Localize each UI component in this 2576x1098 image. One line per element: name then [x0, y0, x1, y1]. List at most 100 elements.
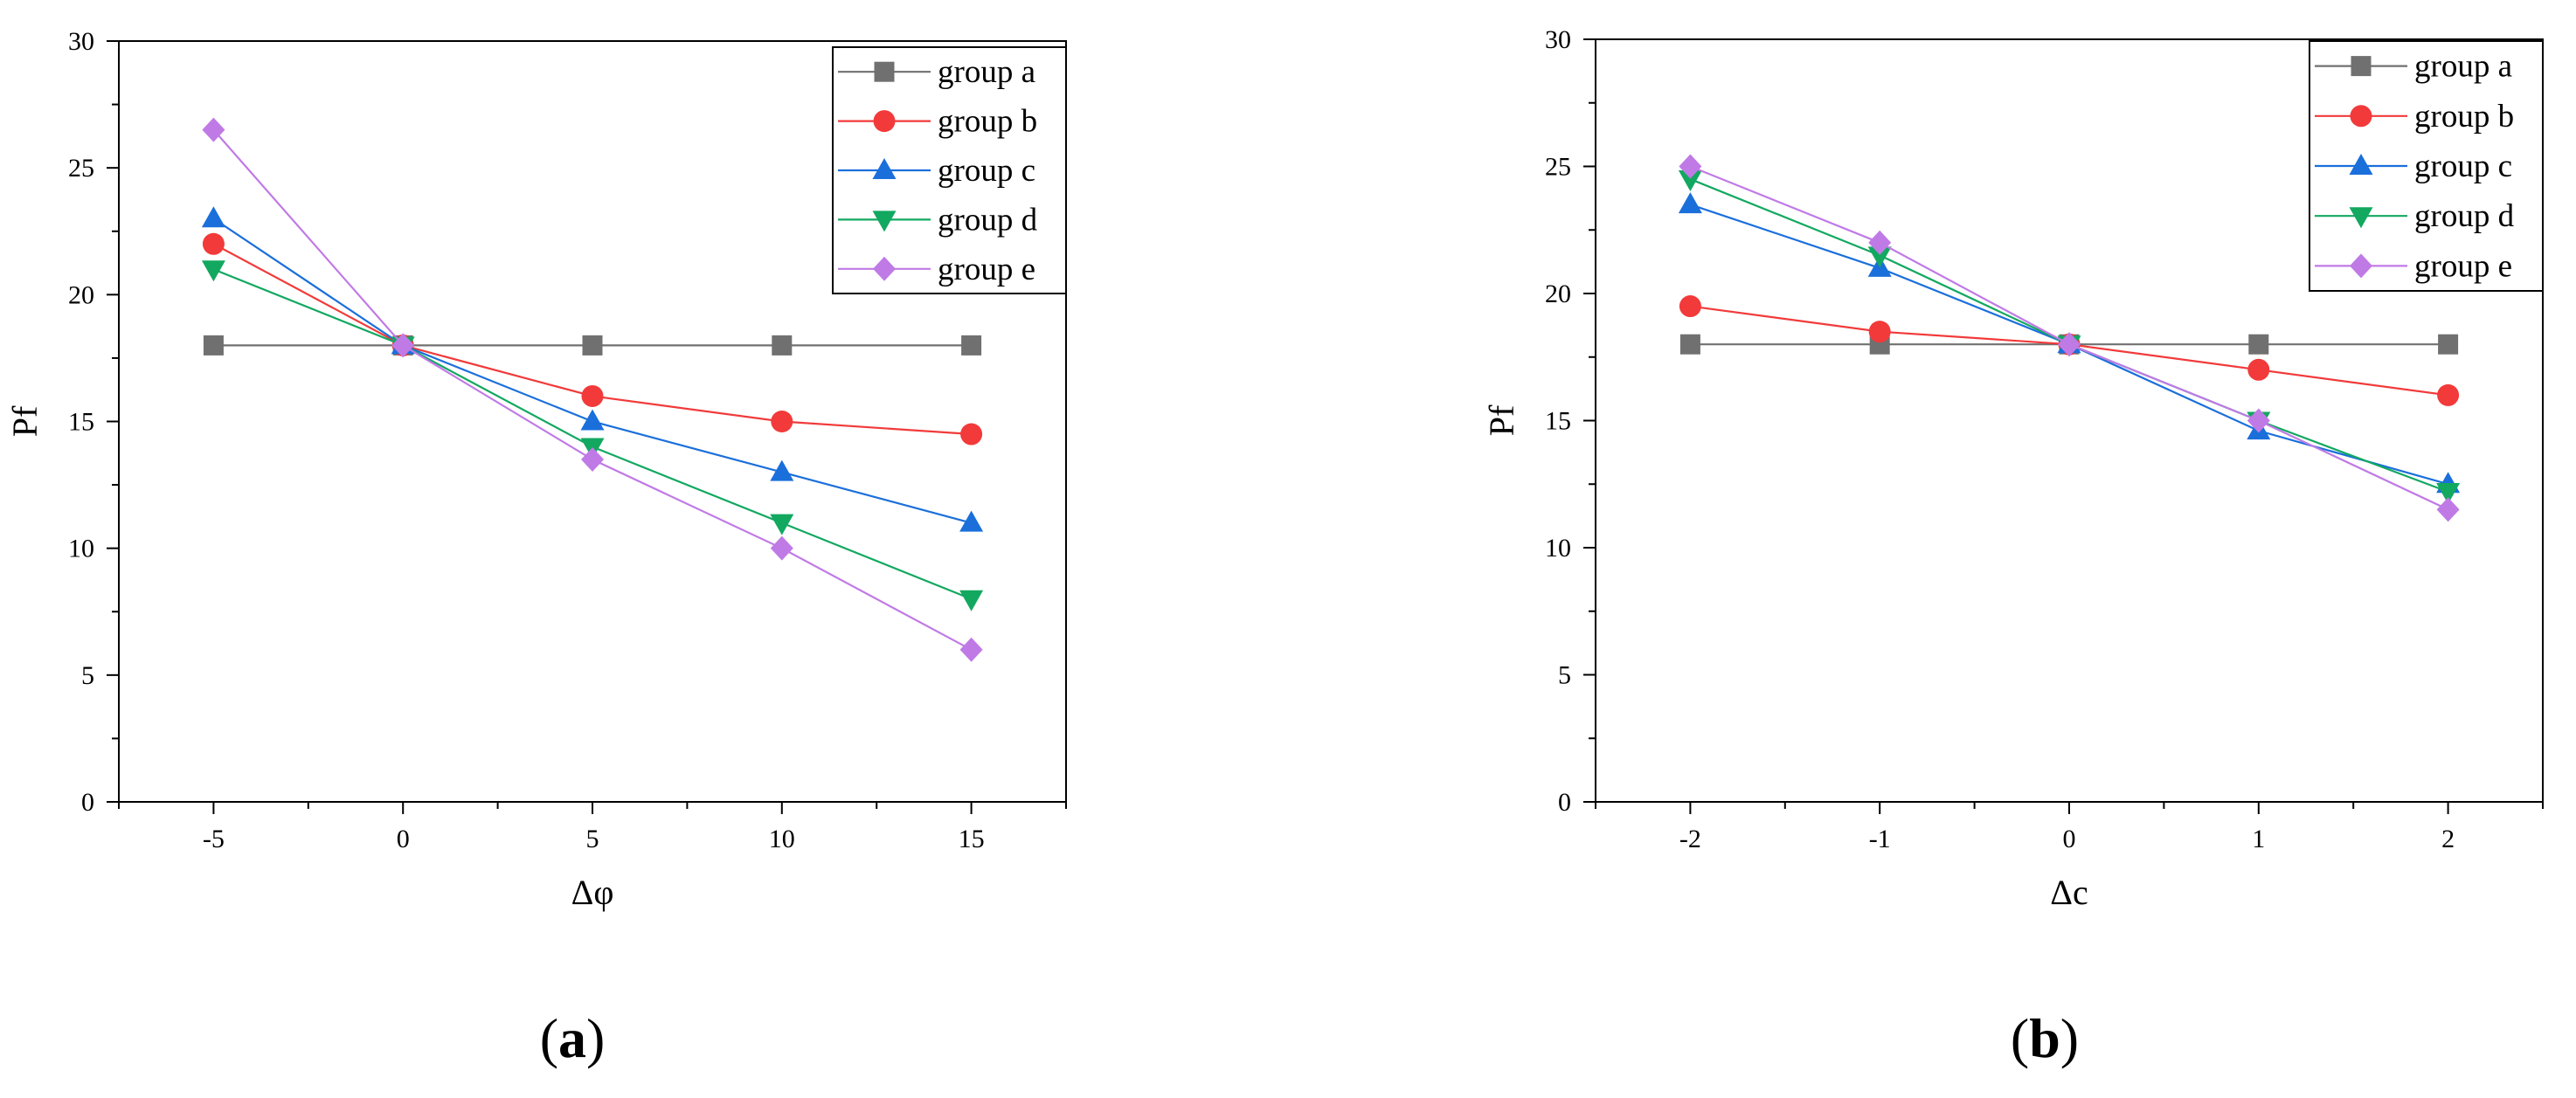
data-point	[961, 335, 982, 356]
y-tick-label: 5	[1558, 661, 1571, 690]
panel-label-a: (a)	[540, 1007, 606, 1069]
legend-marker	[873, 110, 896, 133]
legend: group a group b group c group d group e	[832, 46, 1067, 294]
data-point	[202, 232, 225, 255]
x-tick-label: 2	[2441, 825, 2455, 853]
data-point	[391, 333, 415, 358]
y-tick-label: 25	[68, 154, 94, 183]
data-point	[582, 335, 603, 356]
legend-label: group b	[938, 104, 1037, 140]
data-point	[2247, 358, 2270, 381]
data-point	[960, 423, 983, 445]
legend-item: group a	[838, 54, 1035, 90]
legend-label: group a	[938, 54, 1035, 90]
data-point	[2247, 408, 2270, 433]
legend: group a group b group c group d group e	[2309, 40, 2544, 292]
y-tick-label: 30	[68, 27, 94, 56]
y-tick-label: 15	[1545, 407, 1571, 436]
data-point	[959, 510, 984, 532]
legend-item: group a	[2315, 49, 2512, 85]
data-point	[959, 637, 983, 662]
legend-label: group e	[938, 252, 1035, 287]
y-tick-label: 20	[1545, 280, 1571, 308]
y-tick-label: 25	[1545, 153, 1571, 182]
data-point	[1867, 246, 1892, 268]
series-group-a	[203, 335, 982, 356]
data-point	[1679, 295, 1701, 318]
x-tick-label: 0	[397, 825, 410, 853]
y-tick-label: 20	[68, 280, 94, 309]
x-axis-label: Δφ	[571, 873, 614, 912]
x-tick-label: 1	[2252, 825, 2265, 853]
series-line	[212, 268, 973, 600]
data-point	[1868, 230, 1892, 255]
data-point	[201, 260, 225, 282]
legend-label: group c	[938, 153, 1035, 189]
data-point	[2058, 332, 2081, 357]
legend-label: group e	[2414, 248, 2512, 284]
x-tick-label: 0	[2063, 825, 2076, 853]
data-point	[2436, 482, 2461, 504]
legend-item: group b	[2315, 99, 2514, 135]
x-tick-label: 10	[769, 825, 795, 853]
legend-item: group e	[2315, 248, 2512, 284]
legend-item: group d	[2315, 198, 2515, 234]
y-tick-label: 15	[68, 408, 94, 437]
legend-marker	[873, 256, 896, 281]
legend-item: group b	[838, 104, 1037, 140]
x-tick-label: -2	[1679, 825, 1701, 853]
legend-marker	[2350, 105, 2372, 128]
x-tick-label: 5	[586, 825, 599, 853]
x-axis-label: Δc	[2050, 873, 2088, 912]
legend-item: group c	[838, 153, 1035, 189]
legend-marker	[874, 61, 895, 82]
data-point	[201, 206, 225, 228]
y-tick-label: 10	[68, 535, 94, 563]
x-tick-label: -1	[1869, 825, 1891, 853]
x-tick-label: -5	[203, 825, 225, 853]
data-point	[1678, 170, 1702, 192]
legend-marker	[2349, 154, 2373, 175]
data-point	[1868, 321, 1891, 343]
y-axis-label: Pf	[5, 405, 45, 437]
data-point	[581, 384, 604, 407]
data-point	[770, 535, 793, 561]
legend-marker	[2350, 253, 2372, 279]
data-point	[959, 590, 984, 611]
legend-label: group c	[2414, 148, 2512, 184]
data-point	[2437, 383, 2460, 406]
legend-label: group b	[2414, 99, 2514, 135]
data-point	[770, 514, 794, 535]
data-point	[203, 335, 224, 356]
data-point	[770, 459, 794, 481]
y-tick-label: 30	[1545, 25, 1571, 54]
legend-item: group d	[838, 202, 1038, 238]
data-point	[1678, 192, 1702, 214]
data-point	[1679, 154, 1702, 179]
legend-label: group d	[2414, 198, 2515, 234]
data-point	[2248, 334, 2269, 355]
data-point	[580, 409, 605, 431]
panel-label-b: (b)	[2011, 1007, 2079, 1069]
data-point	[2436, 497, 2460, 522]
x-tick-label: 15	[959, 825, 985, 853]
data-point	[772, 335, 793, 356]
data-point	[581, 447, 604, 473]
data-point	[202, 117, 225, 142]
series-group-d	[201, 260, 984, 611]
data-point	[1679, 334, 1700, 355]
y-tick-label: 10	[1545, 534, 1571, 563]
legend-marker	[2349, 207, 2373, 229]
legend-item: group e	[838, 252, 1035, 287]
y-tick-label: 0	[81, 788, 94, 817]
legend-item: group c	[2315, 148, 2512, 184]
series-group-b	[202, 232, 983, 445]
y-tick-label: 0	[1558, 788, 1571, 817]
y-tick-label: 5	[81, 661, 94, 690]
legend-label: group a	[2414, 49, 2512, 85]
legend-marker	[2351, 56, 2372, 77]
legend-marker	[872, 158, 897, 179]
